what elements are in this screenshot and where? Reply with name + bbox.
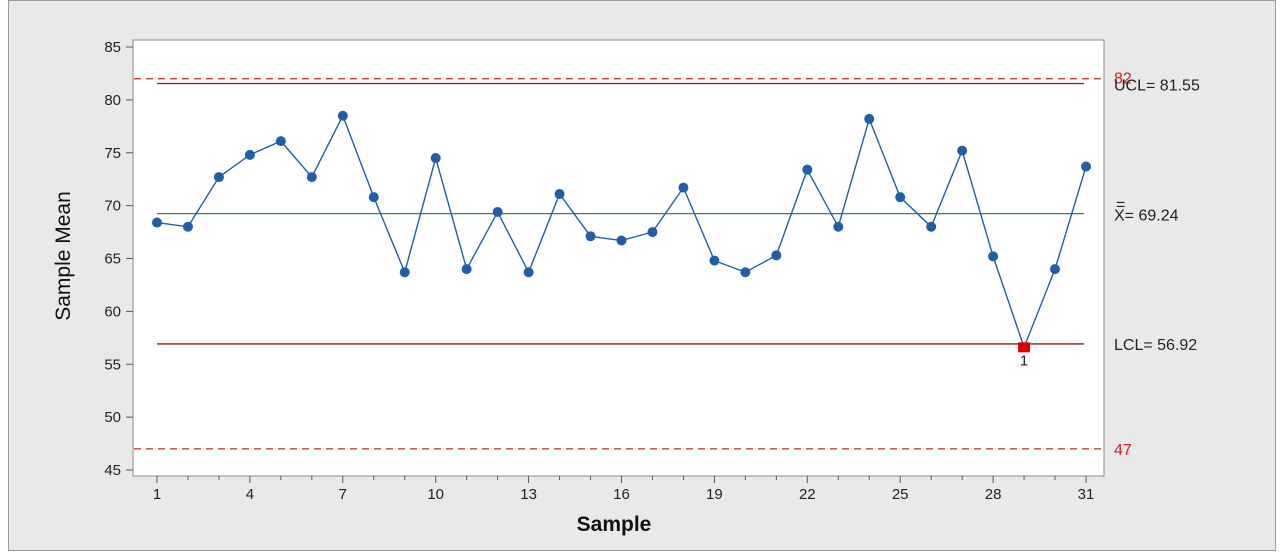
x-tick-label: 4: [246, 486, 254, 503]
data-point: [988, 251, 999, 262]
data-point: [585, 231, 596, 242]
y-axis-title: Sample Mean: [52, 191, 75, 321]
flag-label: 1: [1020, 352, 1028, 369]
data-point: [461, 264, 472, 275]
x-axis: 1 4 7 10 13 16 19 22 25 28 31: [153, 476, 1095, 503]
reference-lines: [134, 78, 1103, 450]
data-point: [833, 221, 844, 232]
y-tick-label: 65: [104, 251, 121, 268]
upper-spec-label: 82: [1114, 71, 1132, 88]
data-point: [244, 149, 255, 160]
data-point: [895, 192, 906, 203]
y-tick-label: 75: [104, 145, 121, 162]
data-point: [399, 267, 410, 278]
data-point: [275, 136, 286, 147]
data-point: [802, 164, 813, 175]
data-point: [368, 192, 379, 203]
x-tick-label: 10: [427, 486, 444, 503]
data-point: [152, 217, 162, 228]
data-point: [864, 113, 875, 124]
center-line-symbol: =: [1116, 197, 1125, 214]
y-tick-label: 85: [104, 39, 121, 56]
data-point: [1050, 264, 1061, 275]
y-tick-label: 80: [104, 92, 121, 109]
y-tick-label: 60: [104, 303, 121, 320]
y-axis: 45 50 55 60 65 70 75 80 85: [104, 39, 133, 479]
y-tick-label: 70: [104, 198, 121, 215]
lower-spec-label: 47: [1114, 442, 1132, 459]
data-point: [957, 145, 968, 156]
data-point: [182, 221, 193, 232]
data-point: [616, 235, 627, 246]
data-point: [926, 221, 937, 232]
data-point: [647, 227, 658, 238]
out-of-control-point: [1018, 342, 1031, 353]
x-tick-label: 7: [339, 486, 347, 503]
ucl-label: UCL= 81.55: [1114, 77, 1200, 94]
x-axis-title: Sample: [577, 513, 652, 536]
x-tick-label: 13: [520, 486, 537, 503]
x-tick-label: 31: [1078, 486, 1095, 503]
x-tick-label: 16: [613, 486, 630, 503]
data-point: [1081, 161, 1091, 172]
x-tick-label: 19: [706, 486, 723, 503]
x-tick-label: 1: [153, 486, 161, 503]
data-point: [492, 206, 503, 217]
data-point: [740, 267, 751, 278]
data-point: [213, 172, 224, 183]
data-point: [771, 250, 782, 261]
y-tick-label: 55: [104, 356, 121, 373]
x-tick-label: 28: [985, 486, 1002, 503]
y-tick-label: 45: [104, 462, 121, 479]
data-point: [678, 182, 689, 193]
plot-area: [132, 39, 1105, 477]
x-tick-label: 22: [799, 486, 816, 503]
series: 1: [152, 110, 1091, 369]
x-tick-label: 25: [892, 486, 909, 503]
data-point: [337, 110, 348, 121]
data-point: [306, 172, 317, 183]
data-point: [523, 267, 534, 278]
center-line-label: X= 69.24: [1114, 208, 1179, 225]
data-point: [430, 153, 441, 164]
data-point: [709, 255, 720, 266]
lcl-label: LCL= 56.92: [1114, 337, 1197, 354]
y-tick-label: 50: [104, 409, 121, 426]
data-point: [554, 188, 565, 199]
